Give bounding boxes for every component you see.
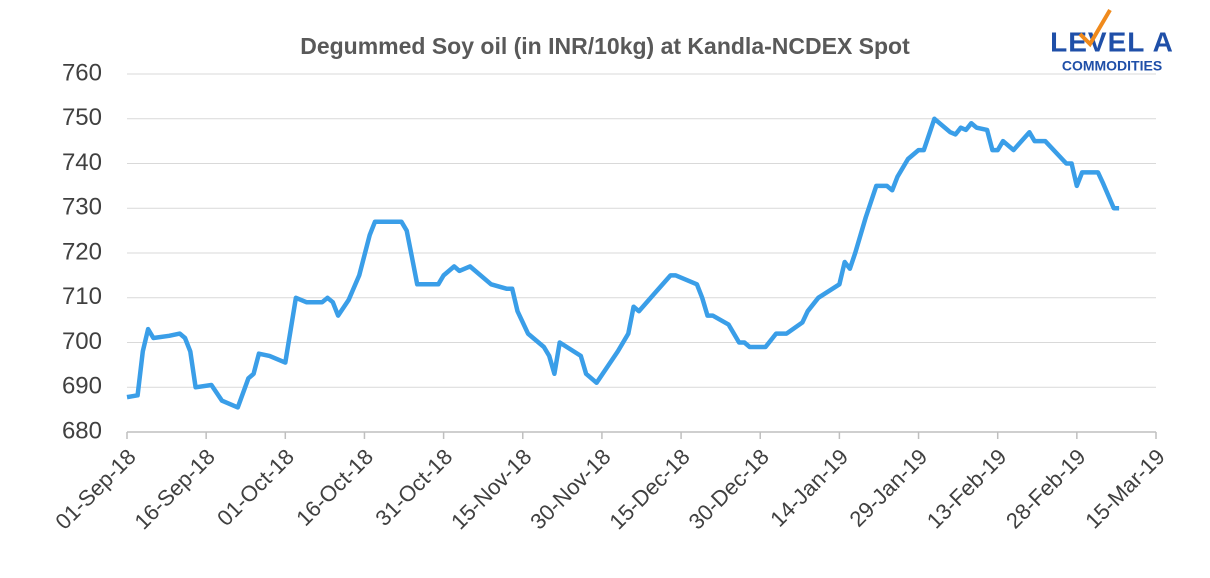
- x-tick-label: 15-Dec-18: [604, 444, 694, 534]
- y-tick-label: 680: [62, 417, 102, 444]
- x-tick-label: 28-Feb-19: [1001, 444, 1090, 533]
- x-tick-label: 31-Oct-18: [370, 444, 457, 531]
- y-tick-label: 720: [62, 238, 102, 265]
- logo-tagline: COMMODITIES: [1062, 58, 1162, 74]
- logo-name: LEVEL A: [1050, 26, 1174, 57]
- y-tick-label: 730: [62, 194, 102, 221]
- y-tick-label: 690: [62, 373, 102, 400]
- logo-check: [1078, 8, 1112, 48]
- data-line: [126, 116, 1120, 410]
- x-tick-label: 30-Dec-18: [684, 444, 774, 534]
- x-tick-label: 15-Mar-19: [1080, 444, 1169, 533]
- x-tick-label: 14-Jan-19: [765, 444, 853, 532]
- x-tick-label: 13-Feb-19: [922, 444, 1011, 533]
- y-tick-label: 750: [62, 104, 102, 131]
- y-tick-label: 700: [62, 328, 102, 355]
- x-tick-label: 30-Nov-18: [525, 444, 615, 534]
- chart-title: Degummed Soy oil (in INR/10kg) at Kandla…: [300, 33, 910, 59]
- y-tick-label: 710: [62, 283, 102, 310]
- y-tick-label: 760: [62, 59, 102, 86]
- x-tick-label: 01-Sep-18: [50, 444, 140, 534]
- x-tick-label: 15-Nov-18: [446, 444, 536, 534]
- x-tick-label: 29-Jan-19: [844, 444, 932, 532]
- x-tick-label: 01-Oct-18: [212, 444, 299, 531]
- x-tick-label: 16-Oct-18: [291, 444, 378, 531]
- x-tick-label: 16-Sep-18: [129, 444, 219, 534]
- y-tick-label: 740: [62, 149, 102, 176]
